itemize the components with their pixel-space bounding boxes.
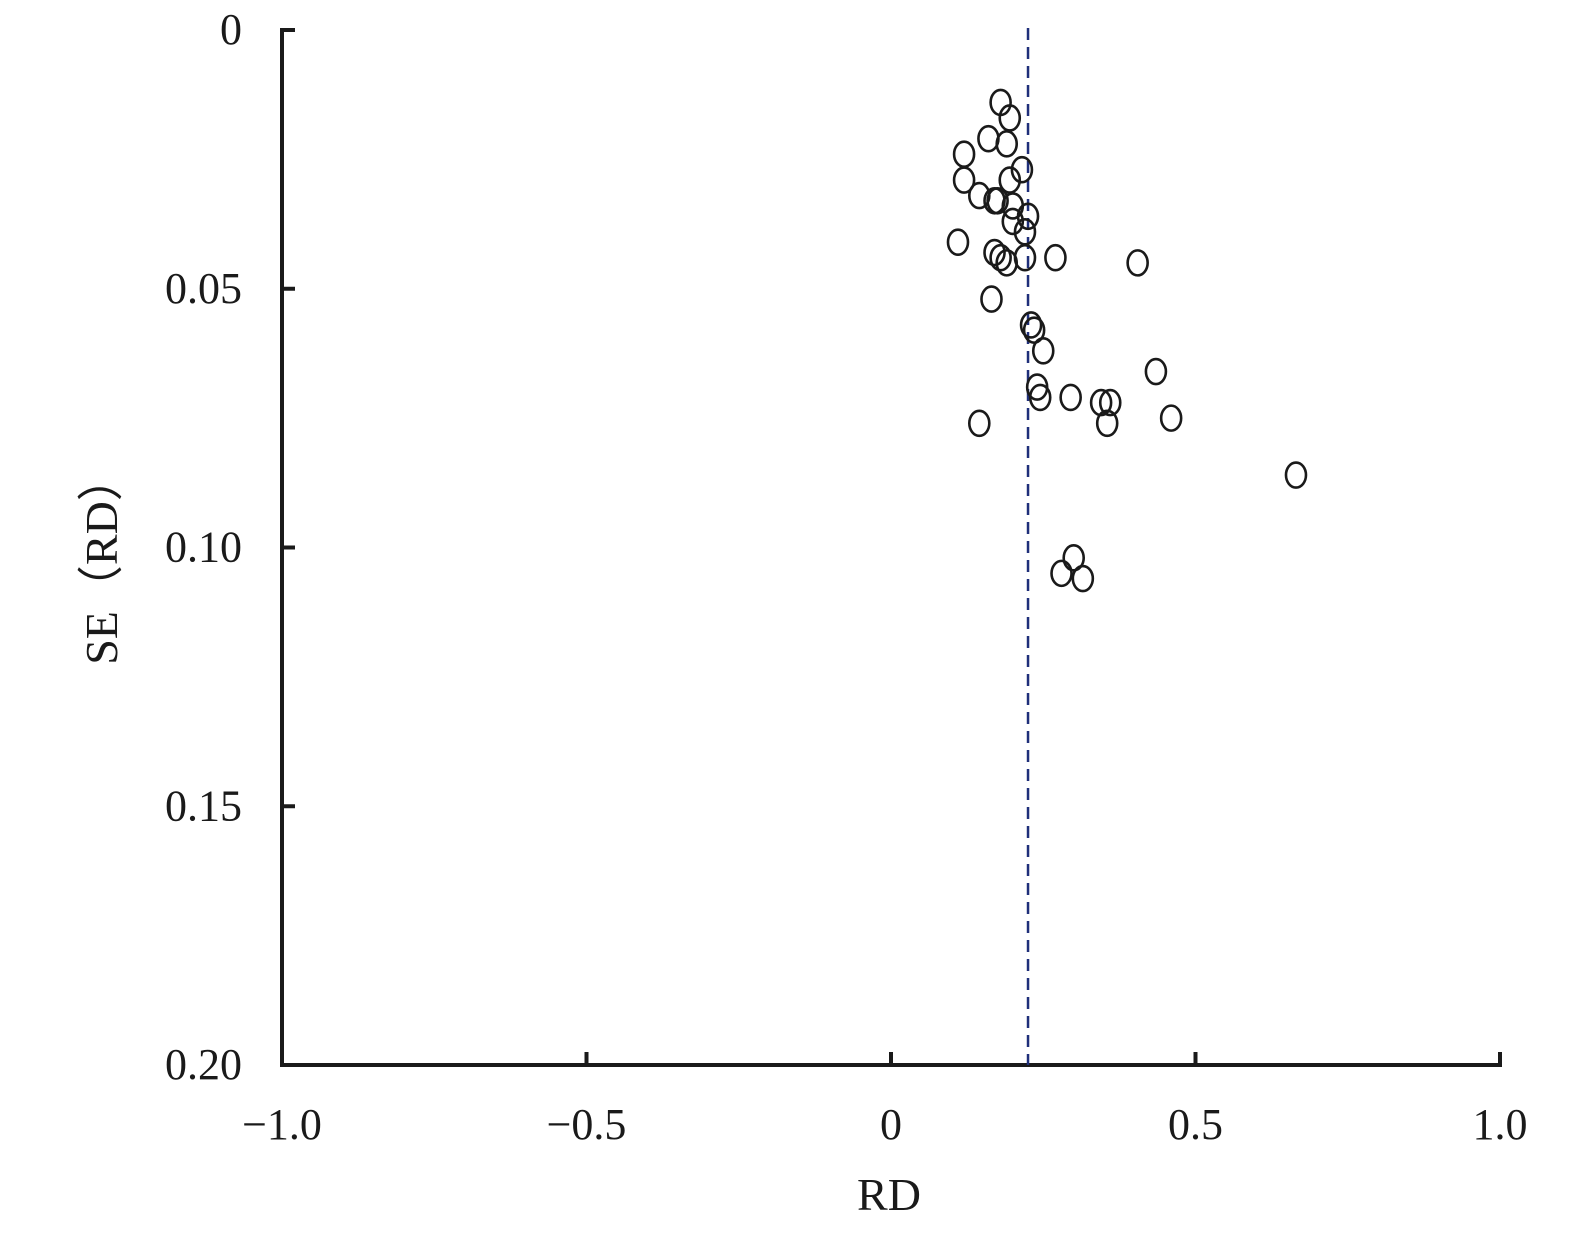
x-tick-label: 0 (880, 1100, 902, 1149)
study-points (946, 88, 1308, 593)
study-point (1044, 243, 1067, 272)
study-point (1010, 155, 1034, 184)
axes (280, 28, 1502, 1067)
study-point (952, 166, 976, 194)
y-tick-label: 0.15 (165, 781, 242, 830)
study-point (1013, 243, 1037, 272)
study-point (989, 243, 1012, 272)
study-point (1028, 383, 1052, 412)
study-point (1071, 564, 1095, 593)
study-point (1126, 249, 1149, 277)
y-tick-label: 0 (220, 5, 242, 54)
study-point (986, 186, 1009, 215)
study-point (1050, 559, 1073, 588)
y-tick-label: 0.05 (165, 264, 242, 313)
study-point (1095, 409, 1119, 438)
study-point (946, 228, 970, 256)
x-tick-label: 0.5 (1168, 1100, 1223, 1149)
y-ticks: 0 0.05 0.10 0.15 0.20 (165, 5, 295, 1089)
study-point (1059, 383, 1082, 412)
study-point (1019, 311, 1043, 339)
study-point (983, 238, 1006, 267)
study-point (1062, 544, 1085, 572)
study-point (1031, 337, 1055, 365)
study-point (1022, 316, 1046, 344)
y-axis-title: SE（RD） (76, 455, 127, 665)
study-point (1144, 357, 1168, 386)
x-tick-label: 1.0 (1473, 1100, 1528, 1149)
study-point (1159, 404, 1183, 432)
y-tick-label: 0.10 (165, 523, 242, 572)
study-point (1016, 202, 1040, 231)
y-tick-label: 0.20 (165, 1040, 242, 1089)
study-point (977, 124, 1000, 153)
study-point (1284, 461, 1308, 489)
x-tick-label: −0.5 (547, 1100, 627, 1149)
study-point (1098, 388, 1122, 417)
x-ticks: −1.0 −0.5 0 0.5 1.0 (242, 1052, 1528, 1149)
study-point (1001, 207, 1025, 236)
study-point (980, 285, 1003, 313)
study-point (998, 166, 1022, 194)
study-point (968, 409, 991, 438)
x-tick-label: −1.0 (242, 1100, 322, 1149)
x-axis-title: RD (857, 1169, 921, 1220)
study-point (952, 140, 976, 168)
study-point (998, 104, 1022, 132)
study-point (995, 130, 1019, 158)
